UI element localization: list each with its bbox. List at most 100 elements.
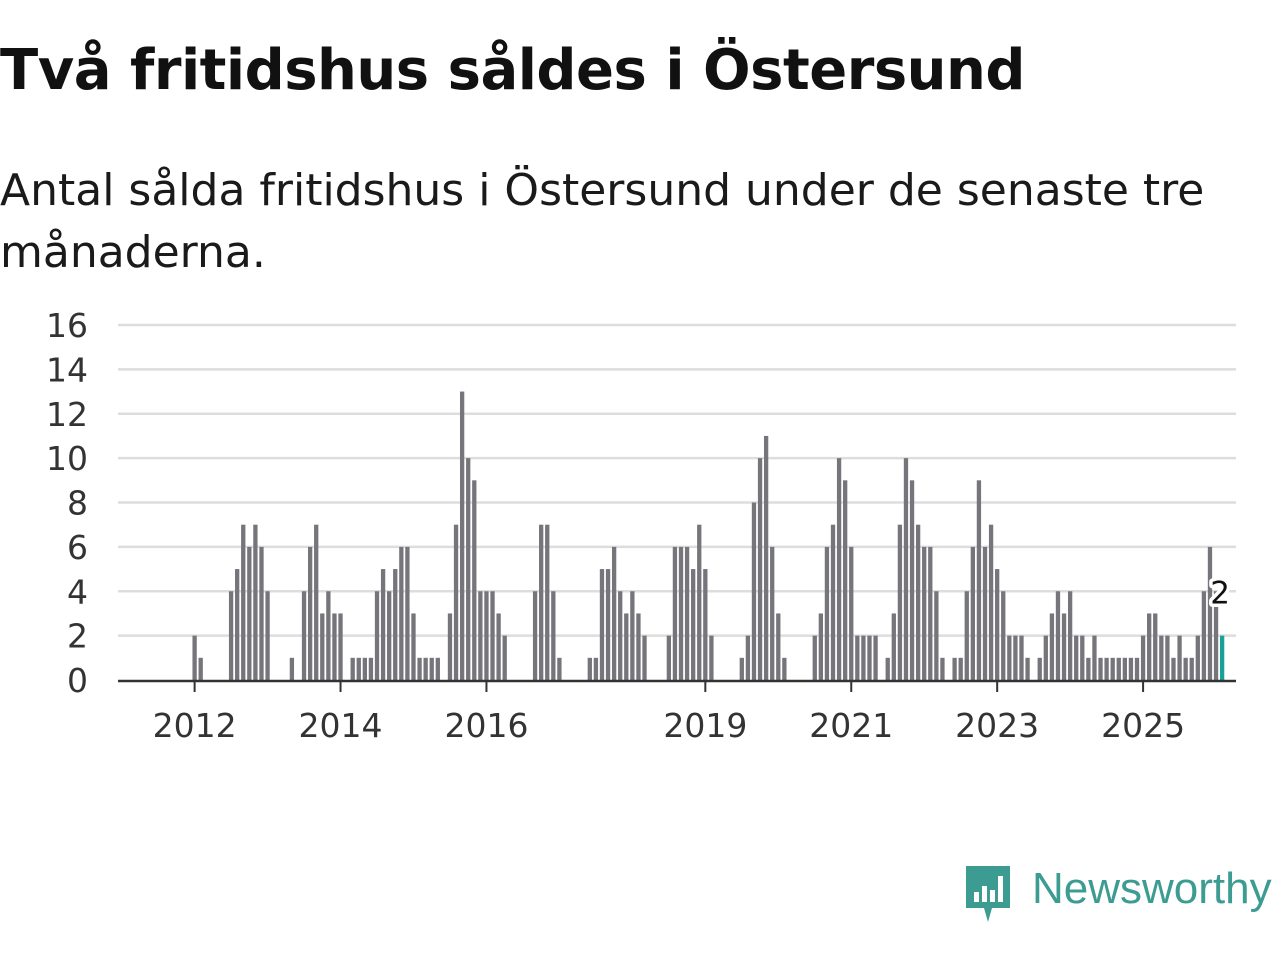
bar	[1037, 657, 1042, 680]
bar	[1025, 657, 1030, 680]
bar	[891, 613, 896, 680]
bar	[332, 613, 337, 680]
bar	[988, 524, 994, 680]
bar	[897, 524, 903, 680]
bar	[247, 546, 252, 680]
bar	[843, 480, 848, 680]
bar	[338, 613, 343, 680]
bar	[970, 546, 975, 680]
x-tick-label: 2012	[153, 706, 237, 745]
bar	[934, 591, 939, 680]
bar	[624, 613, 629, 680]
bar	[1080, 635, 1085, 680]
bar	[399, 546, 404, 680]
bar	[539, 524, 544, 680]
bar	[411, 613, 416, 680]
chart-title: Två fritidshus såldes i Östersund	[0, 38, 1025, 103]
bar	[770, 546, 775, 680]
bar	[459, 391, 465, 680]
y-tick-label: 0	[67, 661, 88, 700]
bar	[551, 591, 556, 680]
bar	[1171, 657, 1176, 680]
bar	[1110, 657, 1115, 680]
bar	[757, 458, 763, 680]
bar	[830, 524, 836, 680]
bar	[940, 657, 945, 680]
bar	[362, 657, 367, 680]
bar	[672, 546, 678, 680]
bar	[867, 635, 872, 680]
y-tick-label: 2	[67, 617, 88, 656]
x-tick-label: 2025	[1101, 706, 1185, 745]
bar	[314, 524, 319, 680]
bar	[387, 591, 392, 680]
bar	[320, 613, 325, 680]
bar	[1140, 635, 1146, 680]
bar	[909, 480, 915, 680]
bar	[1165, 635, 1170, 680]
bar	[289, 657, 295, 680]
x-axis-labels: 2012 2014 2016 2019 2021 2023 2025	[153, 706, 1185, 745]
bar	[374, 591, 380, 680]
bar	[636, 613, 641, 680]
x-tick-label: 2023	[955, 706, 1039, 745]
y-tick-label: 14	[46, 350, 88, 389]
x-tick-label: 2019	[663, 706, 747, 745]
bar	[356, 657, 361, 680]
bar	[1007, 635, 1012, 680]
bar	[1019, 635, 1024, 680]
bar	[885, 657, 890, 680]
bar	[824, 546, 830, 680]
bar	[903, 458, 909, 680]
bar	[763, 435, 769, 680]
bar	[928, 546, 933, 680]
bar	[1122, 657, 1127, 680]
bar	[405, 546, 410, 680]
bar	[1104, 657, 1109, 680]
bar	[873, 635, 878, 680]
bar	[1116, 657, 1121, 680]
bar	[1213, 591, 1219, 680]
bar	[1013, 635, 1018, 680]
bar	[1098, 657, 1103, 680]
bar	[976, 480, 982, 680]
bar	[611, 546, 617, 680]
y-tick-label: 4	[67, 572, 88, 611]
newsworthy-logo: Newsworthy	[962, 862, 1276, 928]
y-axis: 0 2 4 6 8 10 12 14 16	[46, 306, 88, 700]
bar	[1207, 546, 1213, 680]
bar	[605, 569, 611, 680]
x-tick-label: 2016	[444, 706, 528, 745]
newsworthy-icon	[966, 866, 1010, 922]
annotation: 2	[1207, 572, 1234, 615]
bar	[326, 591, 331, 680]
bar	[380, 569, 386, 680]
bar	[1043, 635, 1048, 680]
bar	[703, 569, 708, 680]
bar	[861, 635, 866, 680]
bar	[417, 657, 422, 680]
bar	[1049, 613, 1055, 680]
bar	[922, 546, 927, 680]
bar	[453, 524, 459, 680]
bar	[545, 524, 550, 680]
bar	[301, 591, 307, 680]
bar	[1092, 635, 1097, 680]
chart-subtitle: Antal sålda fritidshus i Östersund under…	[0, 165, 1205, 278]
bar	[745, 635, 751, 680]
bar	[198, 657, 203, 680]
bar	[666, 635, 671, 680]
newsworthy-wordmark: Newsworthy	[1032, 864, 1272, 913]
bar	[812, 635, 817, 680]
bar	[472, 480, 477, 680]
bar	[1147, 613, 1152, 680]
y-tick-label: 10	[46, 439, 88, 478]
bar	[587, 657, 592, 680]
bar	[1195, 635, 1200, 680]
bar	[435, 657, 440, 680]
bar	[691, 569, 696, 680]
bar	[192, 635, 197, 680]
bar	[265, 591, 270, 680]
bar	[849, 546, 854, 680]
bar	[855, 635, 860, 680]
